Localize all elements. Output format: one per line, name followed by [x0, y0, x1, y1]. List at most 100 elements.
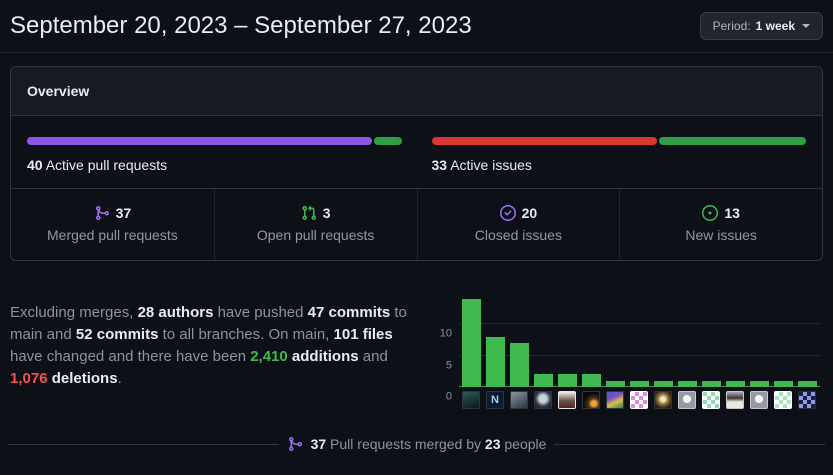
bar-author-1 — [462, 298, 481, 387]
avatar-author-6[interactable] — [582, 391, 600, 409]
y-tick-label: 5 — [445, 359, 452, 371]
text-segment: 47 commits — [307, 304, 391, 321]
git-pull-request-icon — [301, 205, 317, 221]
overview-bars-row: 40 Active pull requests 33 Active issues — [11, 116, 822, 188]
active-pull-requests-block: 40 Active pull requests — [27, 137, 402, 173]
bar-author-3 — [510, 342, 529, 387]
text-segment: 101 files — [333, 326, 393, 343]
period-label: Period: — [712, 19, 751, 33]
text-segment: . — [117, 370, 122, 387]
stat-number: 13 — [724, 205, 740, 221]
active-pull-requests-count: 40 — [27, 157, 43, 173]
issue-opened-icon — [702, 205, 719, 221]
text-segment: 2,410 — [250, 348, 288, 365]
avatar-author-7[interactable] — [606, 391, 624, 409]
commits-per-author-chart: 0 5 10 N — [439, 289, 820, 409]
avatar-author-1[interactable] — [462, 391, 480, 409]
stat-label: Open pull requests — [256, 227, 375, 243]
avatar-author-5[interactable] — [558, 391, 576, 409]
bar-author-9 — [654, 380, 673, 387]
active-issues-block: 33 Active issues — [431, 137, 807, 173]
open-pull-requests-segment — [373, 137, 402, 145]
stat-closed-issues[interactable]: 20 Closed issues — [416, 189, 620, 260]
bar-author-12 — [726, 380, 745, 387]
text-segment: 28 authors — [137, 304, 214, 321]
stat-merged-pull-requests[interactable]: 37 Merged pull requests — [11, 189, 214, 260]
avatar-author-14[interactable] — [774, 391, 792, 409]
git-merge-icon — [287, 436, 303, 452]
text-segment: to all branches. On main, — [158, 326, 334, 343]
issue-closed-icon — [499, 205, 516, 221]
stat-value: 20 — [422, 204, 616, 222]
divider-right — [554, 443, 825, 445]
merged-summary-text: 37 Pull requests merged by 23 people — [311, 436, 547, 452]
page-title: September 20, 2023 – September 27, 2023 — [10, 12, 472, 39]
text-segment: Pull requests merged by — [326, 436, 485, 452]
bar-author-6 — [582, 374, 601, 387]
closed-issues-segment — [431, 137, 658, 145]
stat-number: 3 — [322, 205, 331, 221]
avatar-author-13[interactable] — [750, 391, 768, 409]
text-segment: 1,076 — [10, 370, 48, 387]
avatar-author-8[interactable] — [630, 391, 648, 409]
text-segment: and — [358, 348, 388, 365]
avatar-author-10[interactable] — [678, 391, 696, 409]
chart-bars — [459, 298, 820, 387]
bar-author-13 — [750, 380, 769, 387]
bar-author-11 — [702, 380, 721, 387]
text-segment: 37 — [310, 436, 327, 452]
overview-title: Overview — [27, 83, 90, 99]
gridline-10: 10 — [440, 323, 820, 339]
chart-plot-area: 0 5 10 — [440, 289, 820, 402]
text-segment: 23 — [484, 436, 501, 452]
caret-down-icon — [802, 24, 810, 28]
git-merge-icon — [94, 205, 110, 221]
period-dropdown-button[interactable]: Period: 1 week — [699, 12, 823, 40]
avatar-author-12[interactable] — [726, 391, 744, 409]
issues-progress-bar[interactable] — [431, 137, 806, 145]
merged-summary-footer: 37 Pull requests merged by 23 people — [8, 436, 825, 452]
stat-label: Merged pull requests — [47, 227, 178, 243]
active-pull-requests-label: 40 Active pull requests — [27, 157, 402, 173]
text-segment: have changed and there have been — [10, 348, 251, 365]
avatar-author-3[interactable] — [510, 391, 528, 409]
text-segment: people — [500, 436, 547, 452]
activity-summary: Excluding merges, 28 authors have pushed… — [10, 289, 422, 409]
text-segment: have pushed — [213, 304, 308, 321]
stat-value: 3 — [219, 204, 413, 222]
stat-open-pull-requests[interactable]: 3 Open pull requests — [213, 189, 417, 260]
text-segment: additions — [291, 348, 359, 365]
pull-requests-progress-bar[interactable] — [27, 137, 402, 145]
stat-label: New issues — [685, 227, 757, 243]
stat-number: 37 — [115, 205, 132, 221]
overview-card-header: Overview — [11, 67, 822, 116]
active-issues-count: 33 — [431, 157, 448, 173]
new-issues-segment — [659, 137, 806, 145]
merged-pull-requests-segment — [27, 137, 372, 145]
text-segment: Excluding merges, — [10, 304, 138, 321]
active-issues-label: 33 Active issues — [432, 157, 807, 173]
text-segment: 52 commits — [75, 326, 159, 343]
stat-new-issues[interactable]: 13 New issues — [619, 189, 822, 260]
active-pull-requests-text: Active pull requests — [45, 157, 168, 173]
text-segment: to main and — [10, 304, 407, 343]
divider-left — [8, 443, 279, 445]
avatar-author-11[interactable] — [702, 391, 720, 409]
gridline-5: 5 — [446, 354, 820, 371]
avatar-author-9[interactable] — [654, 391, 672, 409]
overview-stats-row: 37 Merged pull requests 3 Open pull request… — [11, 188, 822, 260]
bar-author-2 — [486, 336, 505, 387]
page-header: September 20, 2023 – September 27, 2023 … — [0, 0, 833, 53]
stat-number: 20 — [521, 205, 538, 221]
period-value: 1 week — [755, 19, 795, 33]
avatar-author-15[interactable] — [798, 391, 816, 409]
bar-author-14 — [774, 380, 793, 387]
bar-author-15 — [798, 380, 817, 387]
avatar-author-4[interactable] — [534, 391, 552, 409]
stat-label: Closed issues — [474, 227, 562, 243]
avatar-author-2[interactable]: N — [486, 391, 504, 409]
bar-author-10 — [678, 380, 697, 387]
activity-section: Excluding merges, 28 authors have pushed… — [0, 261, 833, 409]
chart-avatar-row: N — [462, 391, 820, 409]
